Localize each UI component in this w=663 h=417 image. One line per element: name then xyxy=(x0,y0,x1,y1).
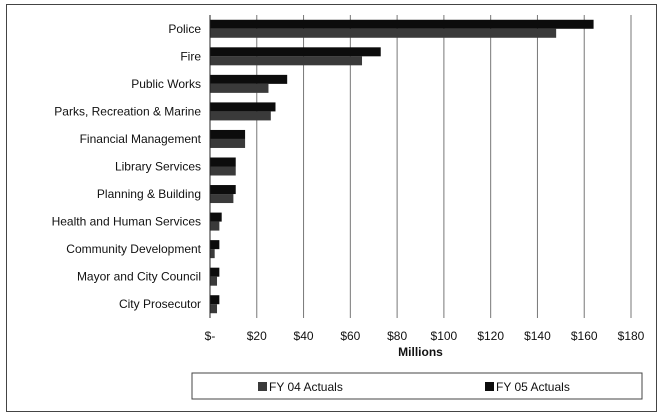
x-axis-title: Millions xyxy=(398,345,443,359)
x-tick-label: $100 xyxy=(431,329,458,343)
x-tick-label: $- xyxy=(205,329,216,343)
bar xyxy=(210,138,246,148)
x-tick-labels: $- $20 $40 $60 $80 $100 $120 $140 $160 $180 xyxy=(205,329,645,343)
bar xyxy=(210,276,218,286)
legend: FY 04 Actuals FY 05 Actuals xyxy=(191,372,643,400)
bar xyxy=(210,295,220,305)
legend-swatch xyxy=(258,382,267,391)
chart-frame xyxy=(6,4,657,412)
legend-label: FY 04 Actuals xyxy=(269,380,343,394)
x-tick-label: $80 xyxy=(387,329,407,343)
category-label: Public Works xyxy=(131,77,201,91)
bar xyxy=(210,129,246,139)
bar xyxy=(210,28,557,38)
bar xyxy=(210,111,271,121)
bar xyxy=(210,166,236,176)
x-tick-label: $160 xyxy=(571,329,598,343)
category-label: Community Development xyxy=(66,242,201,256)
bar xyxy=(210,185,236,195)
category-label: Police xyxy=(168,22,201,36)
x-tick-label: $40 xyxy=(294,329,314,343)
bar xyxy=(210,240,220,250)
x-tick-label: $180 xyxy=(618,329,645,343)
bar xyxy=(210,83,269,93)
category-label: City Prosecutor xyxy=(119,297,201,311)
bar xyxy=(210,212,222,222)
bar xyxy=(210,194,234,204)
bar xyxy=(210,56,363,66)
x-tick-label: $60 xyxy=(340,329,360,343)
category-label: Library Services xyxy=(115,160,201,174)
category-label: Mayor and City Council xyxy=(77,270,201,284)
bar xyxy=(210,249,215,259)
bar xyxy=(210,157,236,167)
category-label: Financial Management xyxy=(80,132,202,146)
category-label: Health and Human Services xyxy=(52,215,201,229)
category-label: Fire xyxy=(180,49,201,63)
bar xyxy=(210,102,276,112)
x-tick-label: $20 xyxy=(247,329,267,343)
bar xyxy=(210,267,220,277)
legend-label: FY 05 Actuals xyxy=(496,380,570,394)
bar xyxy=(210,221,220,231)
category-label: Parks, Recreation & Marine xyxy=(54,104,201,118)
bar xyxy=(210,74,288,84)
bars xyxy=(210,19,594,314)
category-labels: Police Fire Public Works Parks, Recreation … xyxy=(52,22,202,311)
bar xyxy=(210,47,381,57)
legend-swatch xyxy=(485,382,494,391)
x-tick-label: $140 xyxy=(524,329,551,343)
bar xyxy=(210,19,594,29)
bar xyxy=(210,304,218,314)
x-tick-label: $120 xyxy=(477,329,504,343)
category-label: Planning & Building xyxy=(97,187,201,201)
